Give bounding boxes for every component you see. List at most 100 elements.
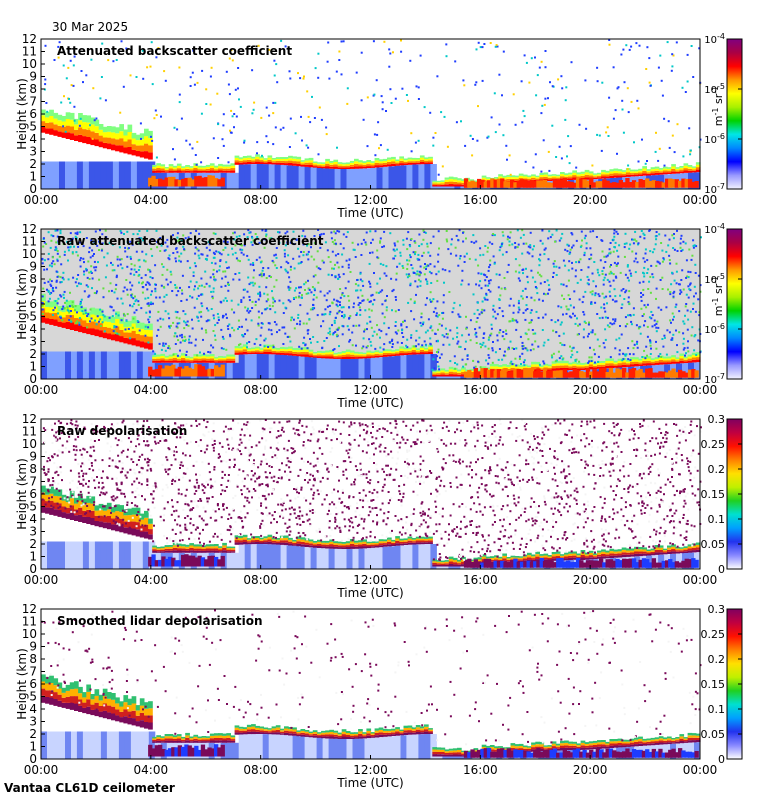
x-tick-label: 20:00 xyxy=(573,383,608,397)
y-tick-label: 1 xyxy=(29,360,37,374)
x-axis-label: Time (UTC) xyxy=(336,776,403,790)
x-tick-label: 16:00 xyxy=(463,573,498,587)
y-tick-label: 11 xyxy=(22,425,37,439)
x-tick-label: 08:00 xyxy=(243,763,278,777)
x-tick-label: 00:00 xyxy=(683,573,718,587)
colorbar-tick-label: 0.3 xyxy=(708,603,726,616)
y-tick-label: 3 xyxy=(29,145,37,159)
colorbar-tick-label: 10-6 xyxy=(704,322,725,336)
x-tick-label: 00:00 xyxy=(24,573,59,587)
y-tick-label: 11 xyxy=(22,45,37,59)
y-tick-label: 3 xyxy=(29,525,37,539)
y-tick-label: 7 xyxy=(29,665,37,679)
y-tick-label: 4 xyxy=(29,702,37,716)
heatmap-data xyxy=(41,419,702,570)
x-tick-label: 12:00 xyxy=(353,383,388,397)
colorbar-tick-label: 0.1 xyxy=(708,703,726,716)
y-tick-label: 3 xyxy=(29,335,37,349)
y-tick-label: 8 xyxy=(29,652,37,666)
heatmap-data xyxy=(41,609,702,760)
x-tick-label: 04:00 xyxy=(134,193,169,207)
y-tick-label: 6 xyxy=(29,677,37,691)
y-tick-label: 5 xyxy=(29,120,37,134)
y-tick-label: 12 xyxy=(22,412,37,426)
x-tick-label: 00:00 xyxy=(24,193,59,207)
panel-title: Raw depolarisation xyxy=(57,424,187,438)
y-tick-label: 11 xyxy=(22,235,37,249)
colorbar-tick-label: 0 xyxy=(718,753,725,766)
y-tick-label: 8 xyxy=(29,462,37,476)
colorbar: 0 0.05 0.1 0.15 0.2 0.25 0.3 xyxy=(701,413,743,576)
y-tick-label: 9 xyxy=(29,450,37,464)
y-tick-label: 12 xyxy=(22,32,37,46)
x-tick-label: 00:00 xyxy=(683,383,718,397)
x-tick-label: 16:00 xyxy=(463,383,498,397)
y-tick-label: 3 xyxy=(29,715,37,729)
colorbar-tick-label: 10-6 xyxy=(704,132,725,146)
panel-2: Raw attenuated backscatter coefficient01… xyxy=(15,222,743,410)
y-tick-label: 8 xyxy=(29,82,37,96)
y-tick-label: 12 xyxy=(22,222,37,236)
colorbar: 0 0.05 0.1 0.15 0.2 0.25 0.3 xyxy=(701,603,743,766)
y-tick-label: 1 xyxy=(29,740,37,754)
date-label: 30 Mar 2025 xyxy=(52,20,129,34)
y-tick-label: 5 xyxy=(29,500,37,514)
y-tick-label: 4 xyxy=(29,132,37,146)
x-tick-label: 20:00 xyxy=(573,193,608,207)
y-tick-label: 1 xyxy=(29,170,37,184)
x-tick-label: 04:00 xyxy=(134,383,169,397)
x-axis-label: Time (UTC) xyxy=(336,206,403,220)
panel-4: Smoothed lidar depolarisation01234567891… xyxy=(15,602,743,790)
y-tick-label: 4 xyxy=(29,512,37,526)
y-tick-label: 2 xyxy=(29,727,37,741)
y-tick-label: 10 xyxy=(22,57,37,71)
y-tick-label: 9 xyxy=(29,640,37,654)
x-tick-label: 00:00 xyxy=(683,763,718,777)
colorbar-tick-label: 0.25 xyxy=(701,438,726,451)
heatmap-data xyxy=(41,229,702,380)
colorbar-tick-label: 0.3 xyxy=(708,413,726,426)
colorbar-unit: m-1 sr-1 xyxy=(711,86,725,126)
x-axis-label: Time (UTC) xyxy=(336,586,403,600)
y-tick-label: 0 xyxy=(29,562,37,576)
y-tick-label: 9 xyxy=(29,260,37,274)
footer-label: Vantaa CL61D ceilometer xyxy=(4,781,175,795)
x-tick-label: 00:00 xyxy=(683,193,718,207)
colorbar-unit: m-1 sr-1 xyxy=(711,276,725,316)
y-tick-label: 6 xyxy=(29,297,37,311)
colorbar-tick-label: 0.2 xyxy=(708,653,726,666)
colorbar-tick-label: 10-5 xyxy=(704,82,725,96)
x-tick-label: 20:00 xyxy=(573,763,608,777)
y-tick-label: 7 xyxy=(29,95,37,109)
y-tick-label: 4 xyxy=(29,322,37,336)
x-tick-label: 08:00 xyxy=(243,193,278,207)
y-tick-label: 2 xyxy=(29,537,37,551)
y-tick-label: 0 xyxy=(29,372,37,386)
colorbar-tick-label: 0.1 xyxy=(708,513,726,526)
x-tick-label: 04:00 xyxy=(134,763,169,777)
x-tick-label: 16:00 xyxy=(463,763,498,777)
y-tick-label: 2 xyxy=(29,347,37,361)
y-tick-label: 10 xyxy=(22,247,37,261)
y-tick-label: 5 xyxy=(29,310,37,324)
y-tick-label: 6 xyxy=(29,487,37,501)
colorbar-gradient xyxy=(726,228,743,380)
x-tick-label: 12:00 xyxy=(353,193,388,207)
y-tick-label: 0 xyxy=(29,752,37,766)
x-tick-label: 12:00 xyxy=(353,763,388,777)
colorbar-gradient xyxy=(726,38,743,190)
x-tick-label: 08:00 xyxy=(243,383,278,397)
y-tick-label: 8 xyxy=(29,272,37,286)
panel-title: Attenuated backscatter coefficient xyxy=(57,44,292,58)
y-tick-label: 11 xyxy=(22,615,37,629)
panel-1: Attenuated backscatter coefficient012345… xyxy=(15,32,743,220)
colorbar-tick-label: 0.15 xyxy=(701,488,726,501)
x-axis-label: Time (UTC) xyxy=(336,396,403,410)
colorbar-tick-label: 10-7 xyxy=(704,372,725,386)
y-axis-label: Height (km) xyxy=(15,78,29,149)
colorbar-tick-label: 0.05 xyxy=(701,728,726,741)
y-tick-label: 1 xyxy=(29,550,37,564)
heatmap-data xyxy=(41,39,702,190)
panel-3: Raw depolarisation0123456789101112Height… xyxy=(15,412,743,600)
